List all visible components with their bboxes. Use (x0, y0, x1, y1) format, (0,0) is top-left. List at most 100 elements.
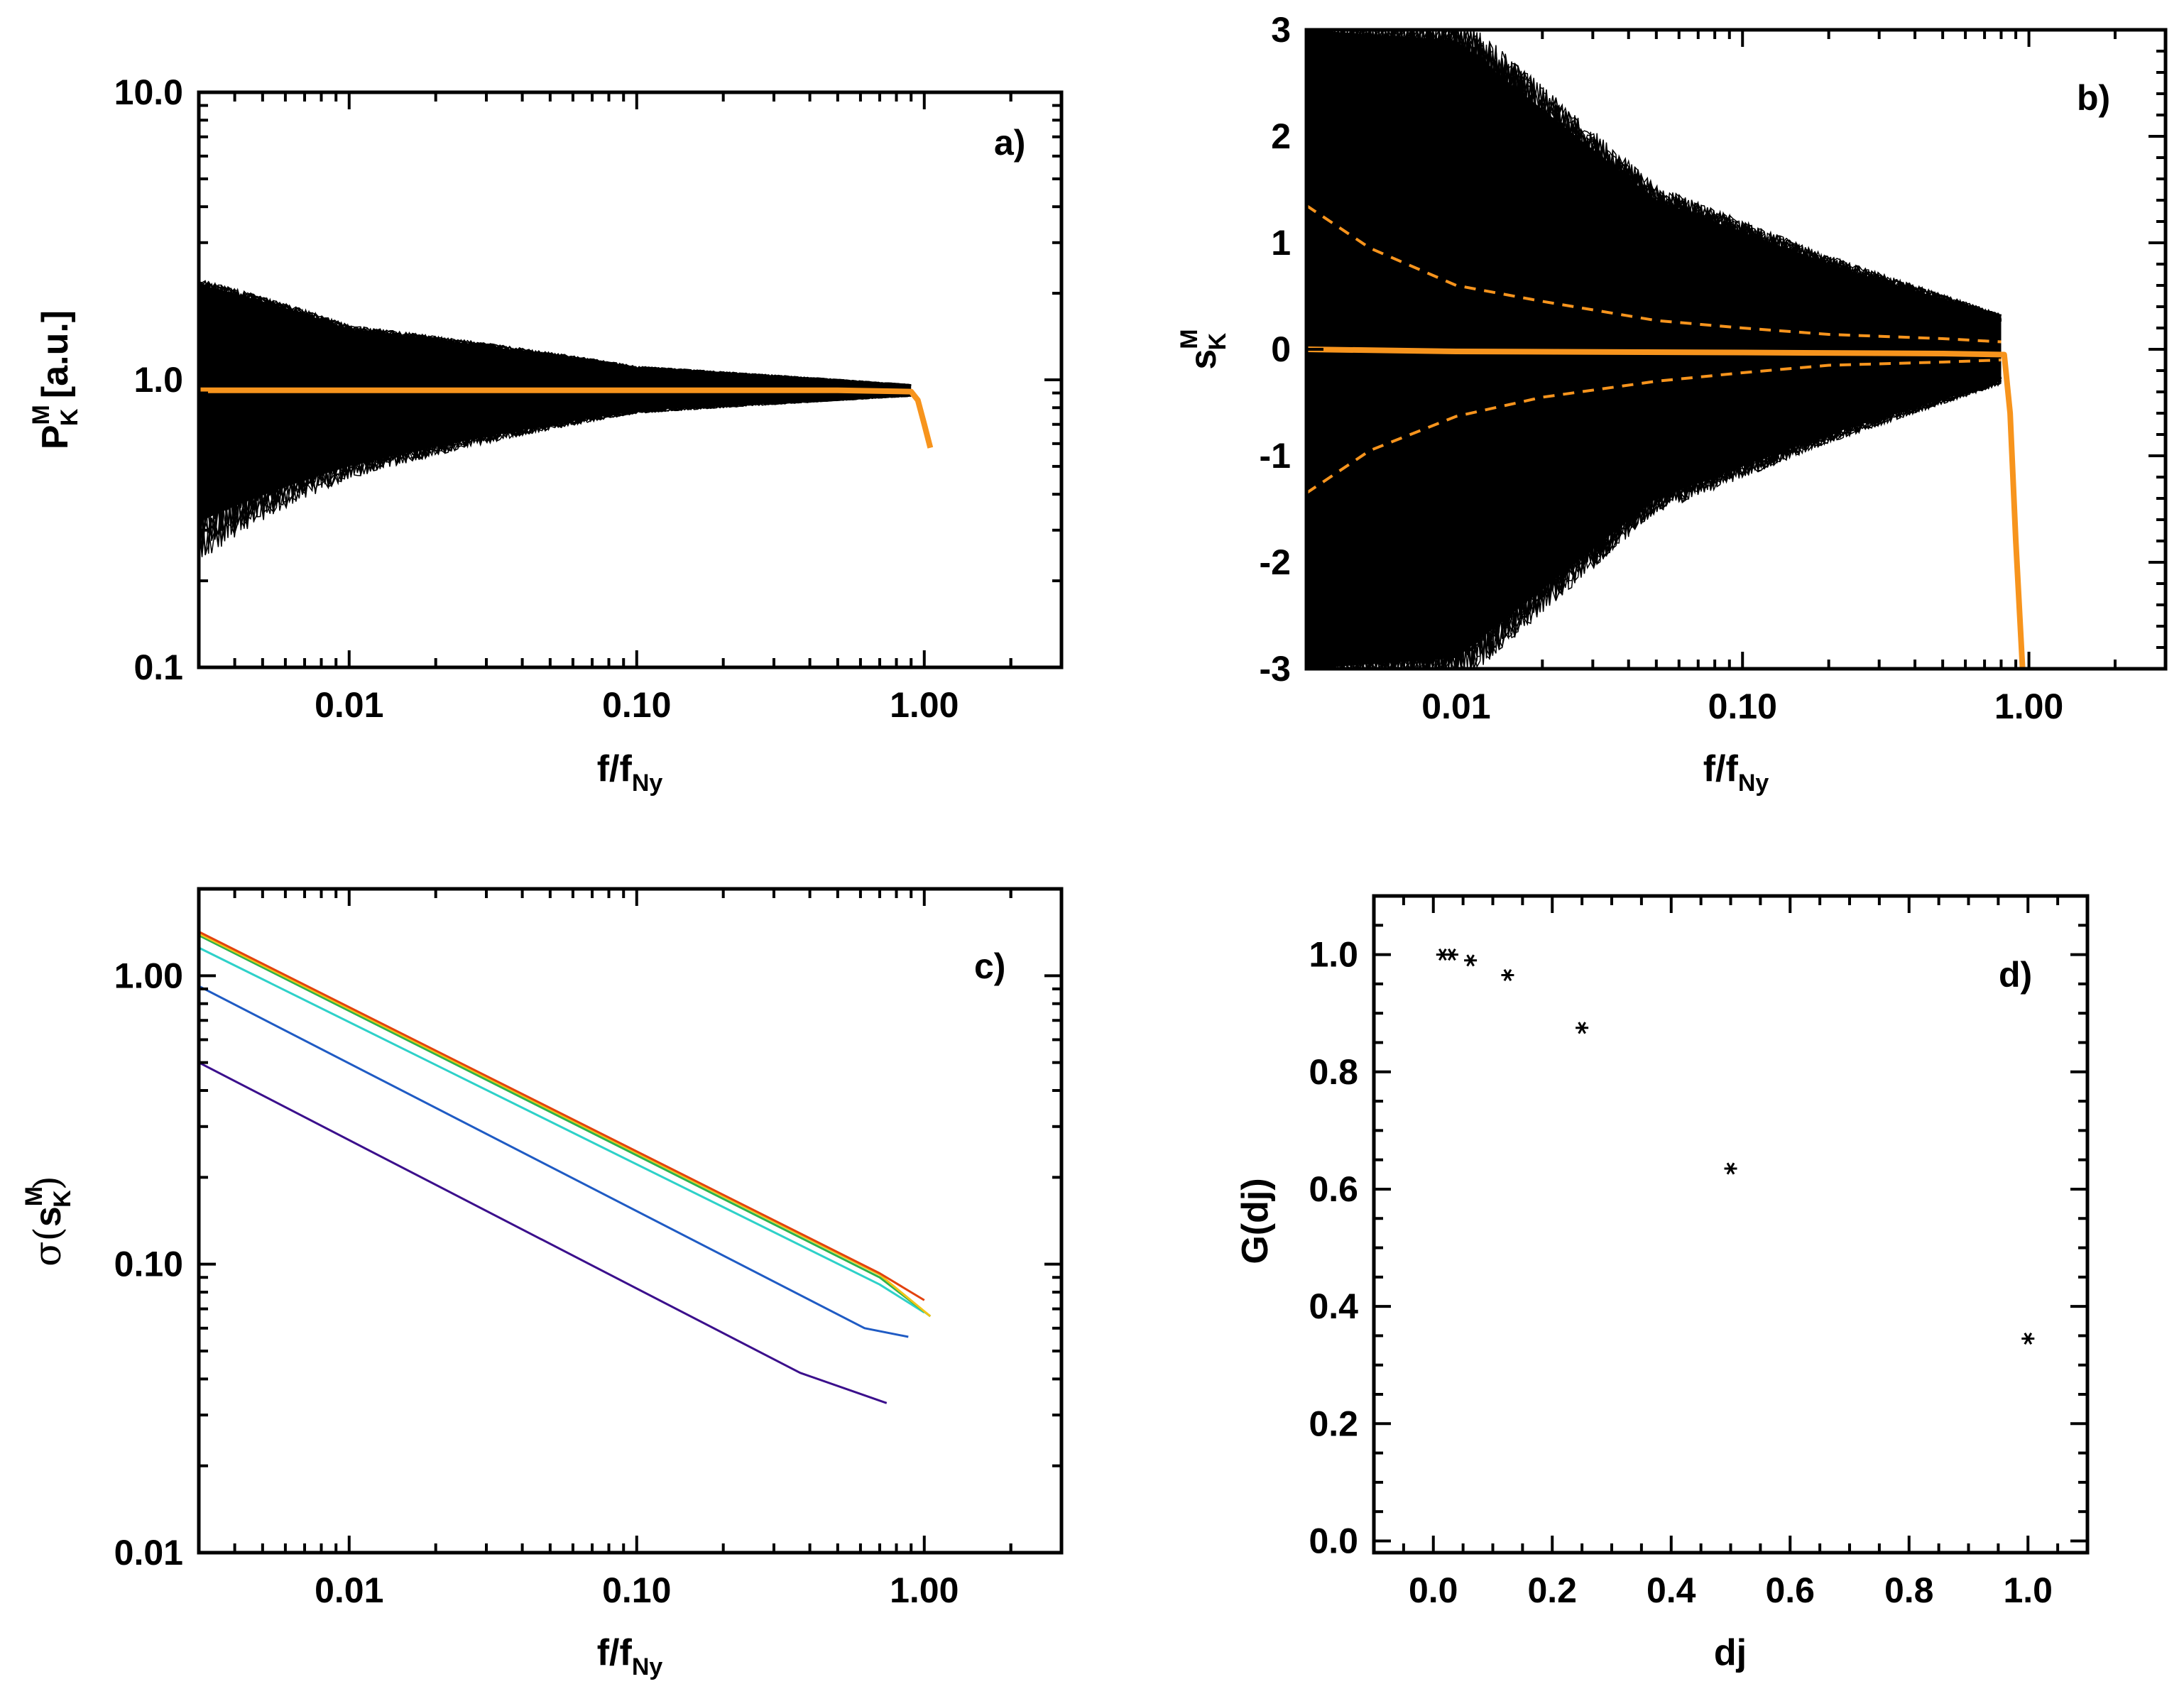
panel-a-ensemble-strand (199, 394, 912, 541)
panel-b-ytick-label: -3 (1260, 649, 1291, 689)
panel-d-point-stroke (2024, 1333, 2033, 1345)
panel-a-ensemble-strand (199, 395, 912, 547)
panel-b-ensemble-strand (1306, 30, 2002, 319)
panel-d-point (1445, 948, 1458, 961)
panel-a-ensemble-strand (199, 281, 912, 386)
panel-a-xtick-label: 1.00 (890, 685, 959, 725)
panel-c-ytick-label: 1.00 (114, 956, 183, 995)
panel-c-ytick-label: 0.01 (114, 1533, 183, 1573)
panel-d-ytick-label: 0.6 (1309, 1169, 1358, 1209)
panel-a-ylabel-main: P (35, 425, 76, 449)
panel-b-series-lower (1306, 359, 2002, 495)
panel-b-series-upper (1306, 204, 2002, 344)
panel-c-ytick-label: 0.10 (114, 1245, 183, 1284)
panel-d-ticks: 0.0 0.2 0.4 0.6 0.8 1.0 0.0 0.2 0.4 0.6 0.8 1.0 (1309, 896, 2089, 1610)
panel-b-ytick-label: 0 (1271, 329, 1291, 369)
panel-d-xtick-label: 1.0 (2003, 1570, 2053, 1610)
panel-a-plot-area (199, 279, 934, 562)
panel-b-ensemble-strand (1306, 377, 2002, 669)
panel-c-series-curve-3 (199, 946, 925, 1313)
panel-d-xtick-label: 0.6 (1765, 1570, 1815, 1610)
panel-b-ytick-label: 2 (1271, 116, 1291, 156)
panel-c-ylabel-sup: M (21, 1186, 48, 1206)
panel-b-xlabel: f/fNy (1703, 748, 1769, 797)
panel-c-ylabel-main: s (28, 1206, 69, 1227)
panel-c-plot-area (199, 931, 932, 1404)
panel-a-label: a) (994, 123, 1025, 163)
panel-d-ylabel: G(dj) (1235, 1178, 1276, 1264)
panel-d-point-stroke (1503, 968, 1512, 982)
panel-b-xlabel-main: f/f (1703, 748, 1739, 789)
panel-c-series-curve-6 (199, 931, 925, 1301)
panel-c-xtick-label: 1.00 (890, 1570, 959, 1610)
panel-c-label: c) (974, 946, 1005, 986)
panel-b-xtick-label: 0.01 (1421, 687, 1490, 726)
panel-b: 0.01 0.10 1.00 -3 -2 -1 0 1 2 3 b) f/fNy sMK (1176, 10, 2168, 797)
panel-a-series-mean (199, 387, 934, 449)
panel-a-ylabel: PMK [a.u.] (28, 310, 83, 449)
panel-a-ylabel-suffix: [a.u.] (35, 310, 76, 409)
panel-a-xlabel: f/fNy (597, 748, 663, 797)
panel-c-xlabel-main: f/f (597, 1632, 633, 1673)
panel-a-ensemble-fill (199, 284, 912, 523)
panel-b-ylabel: sMK (1176, 329, 1231, 369)
panel-c: 0.01 0.10 1.00 0.01 0.10 1.00 c) f/fNy σ(sMK) (21, 887, 1064, 1680)
panel-d-label: d) (1999, 955, 2032, 995)
panel-c-ylabel-suffix: ) (27, 1176, 70, 1190)
panel-c-xlabel-sub: Ny (632, 1653, 663, 1680)
panel-d-ytick-label: 0.0 (1309, 1521, 1358, 1560)
panel-b-ytick-label: -2 (1260, 542, 1291, 582)
panel-a-ensemble-strand (199, 280, 912, 386)
panel-a: 0.01 0.10 1.00 0.1 1.0 10.0 a) f/fNy PMK [a.u… (28, 72, 1064, 797)
panel-b-ytick-label: -1 (1260, 436, 1291, 476)
panel-b-plot-area (1306, 30, 2026, 669)
panel-c-ylabel-prefix: σ( (27, 1227, 70, 1267)
panel-d-ytick-label: 1.0 (1309, 935, 1358, 975)
panel-c-ylabel-sub: K (49, 1190, 76, 1208)
panel-b-ytick-label: 3 (1271, 10, 1291, 50)
panel-c-xtick-label: 0.10 (602, 1570, 671, 1610)
panel-c-xlabel: f/fNy (597, 1632, 663, 1680)
panel-b-ylabel-sup: M (1176, 329, 1203, 349)
panel-a-xlabel-sub: Ny (632, 770, 663, 797)
panel-c-series-curve-1 (199, 1061, 888, 1404)
panel-d: 0.0 0.2 0.4 0.6 0.8 1.00.00.20.40.60.81.0 d) … (1235, 894, 2090, 1673)
panel-d-point (1576, 1022, 1589, 1034)
panel-c-axes-frame (197, 887, 1064, 1555)
panel-a-xlabel-main: f/f (597, 748, 633, 789)
panel-b-xlabel-sub: Ny (1738, 770, 1769, 797)
panel-d-point (1464, 954, 1478, 967)
panel-d-ylabel-main: G(dj) (1235, 1178, 1276, 1264)
panel-d-xlabel: dj (1714, 1632, 1747, 1673)
panel-b-ticks: 0.01 0.10 1.00 -3 -2 -1 0 1 2 3 (1260, 10, 2167, 726)
panel-d-point (1724, 1162, 1737, 1175)
panel-c-xtick-label: 0.01 (315, 1570, 383, 1610)
panel-a-ytick-label: 10.0 (114, 72, 183, 112)
panel-b-ensemble-strand (1306, 30, 2002, 320)
panel-a-xtick-label: 0.01 (315, 685, 383, 725)
panel-a-ylabel-sup: M (28, 405, 55, 425)
panel-d-xlabel-main: dj (1714, 1632, 1747, 1673)
panel-d-ytick-label: 0.2 (1309, 1404, 1358, 1443)
panel-d-point-stroke (1726, 1162, 1735, 1175)
panel-b-label: b) (2077, 78, 2110, 118)
panel-a-ylabel-sub: K (56, 408, 83, 426)
panel-d-xtick-label: 0.4 (1647, 1570, 1696, 1610)
panel-d-point-stroke (1578, 1022, 1586, 1034)
panel-b-xtick-label: 1.00 (1994, 687, 2063, 726)
panel-d-point-stroke (1448, 948, 1456, 961)
panel-d-ytick-label: 0.8 (1309, 1052, 1358, 1092)
panel-b-ylabel-main: s (1183, 349, 1224, 370)
panel-c-series-curve-5 (199, 932, 932, 1318)
panel-a-xtick-label: 0.10 (602, 685, 671, 725)
panel-b-ytick-label: 1 (1271, 223, 1291, 263)
panel-d-xtick-label: 0.8 (1884, 1570, 1934, 1610)
panel-c-ylabel: σ(sMK) (21, 1176, 76, 1267)
panel-d-ytick-label: 0.4 (1309, 1286, 1358, 1326)
panel-b-xtick-label: 0.10 (1708, 687, 1777, 726)
panel-b-ensemble-strand (1306, 380, 2002, 669)
panel-c-series-curve-2 (199, 985, 909, 1338)
panel-c-ticks: 0.01 0.10 1.00 0.01 0.10 1.00 (114, 887, 1063, 1610)
